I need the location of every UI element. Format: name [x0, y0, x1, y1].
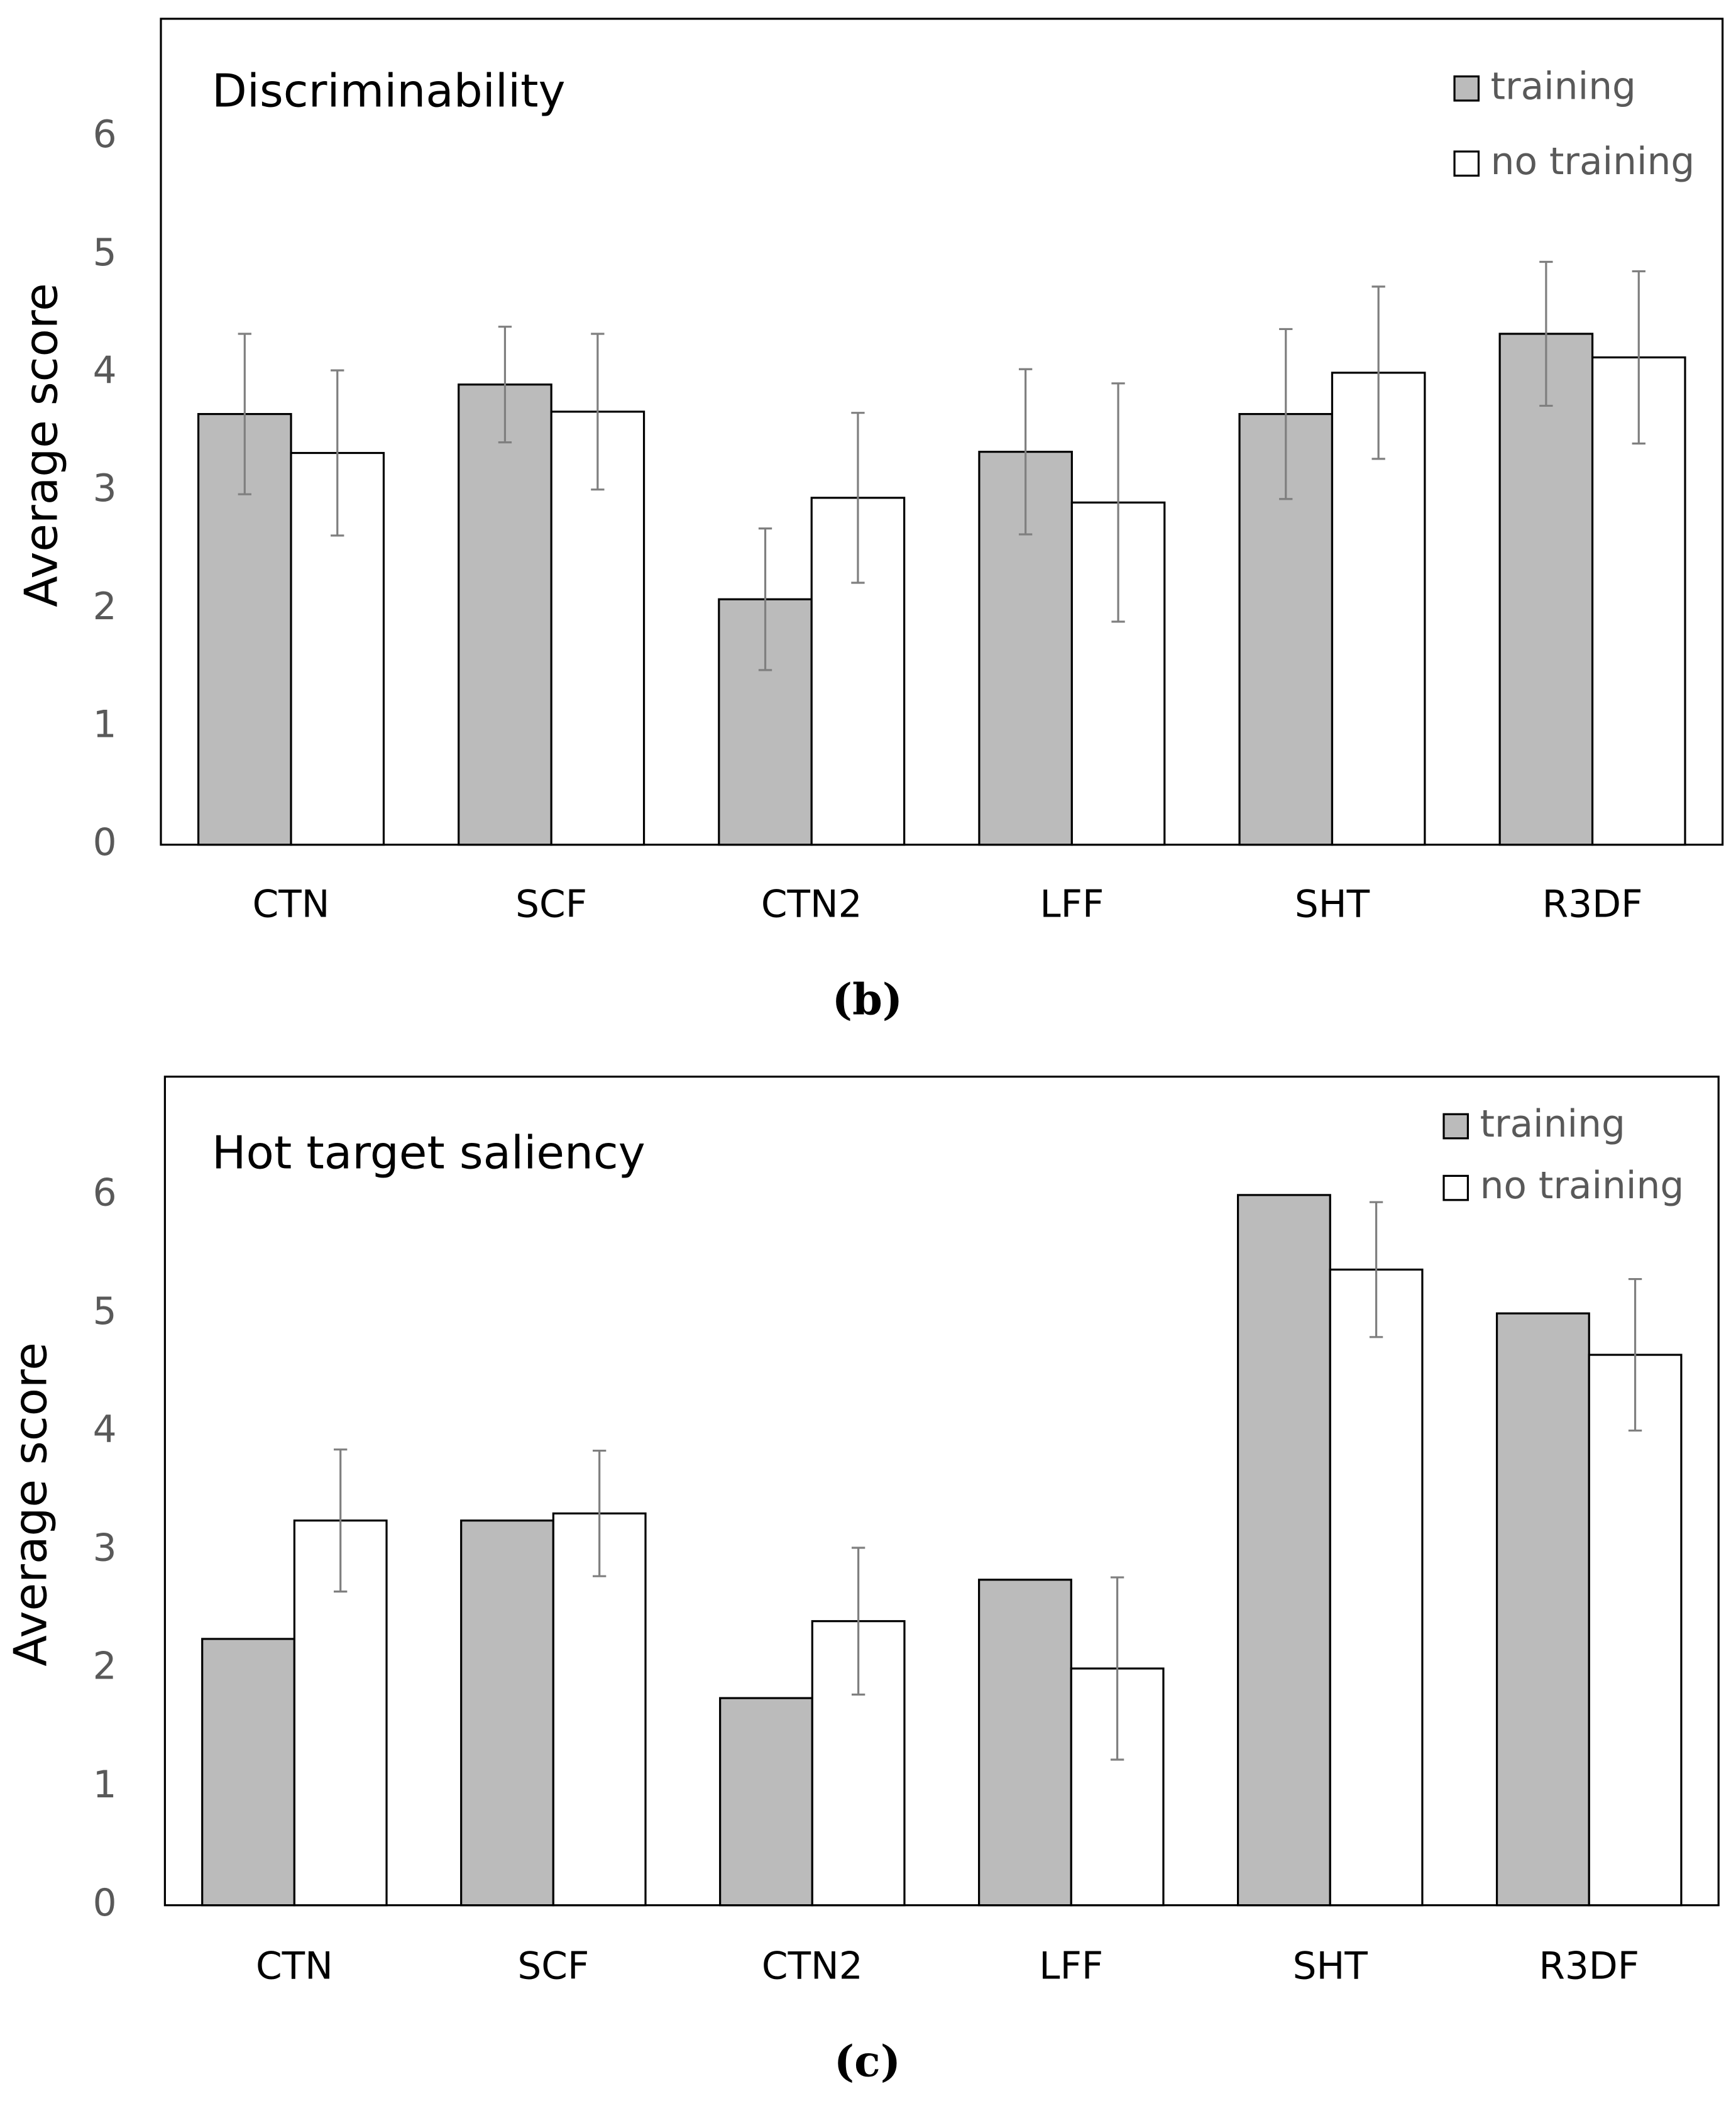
- error-bar: [1111, 382, 1125, 623]
- error-bar: [1369, 1201, 1383, 1338]
- chart-title: Discriminability: [212, 65, 565, 118]
- x-tick-label: LFF: [1039, 1944, 1103, 1988]
- y-tick-label: 6: [93, 113, 117, 157]
- error-bar: [498, 326, 512, 444]
- y-tick-label: 0: [93, 1882, 117, 1925]
- bar: [458, 383, 552, 846]
- error-bar: [851, 412, 865, 584]
- y-axis-label: Average score: [15, 283, 68, 607]
- x-tick-label: CTN2: [762, 1944, 863, 1988]
- error-bar: [1110, 1576, 1124, 1761]
- error-bar: [758, 527, 772, 671]
- bar: [1498, 333, 1594, 846]
- bar: [1329, 1268, 1424, 1907]
- legend-label: no training: [1480, 1164, 1684, 1208]
- error-bar: [238, 333, 251, 495]
- error-bar: [334, 1448, 348, 1593]
- error-bar: [1018, 368, 1033, 536]
- y-tick-label: 2: [93, 1645, 117, 1689]
- error-bar: [1279, 328, 1293, 500]
- legend-label: no training: [1491, 140, 1695, 184]
- bar: [201, 1638, 295, 1907]
- bar: [978, 1579, 1072, 1907]
- bar: [1495, 1312, 1590, 1907]
- x-tick-label: SHT: [1293, 1944, 1368, 1988]
- chart-title: Hot target saliency: [212, 1127, 646, 1179]
- x-tick-label: CTN2: [761, 883, 862, 926]
- y-tick-label: 1: [93, 703, 117, 747]
- bar: [1588, 1354, 1683, 1907]
- bar: [460, 1519, 554, 1907]
- caption: (b): [832, 974, 903, 1025]
- error-bar: [1628, 1277, 1642, 1432]
- x-tick-label: R3DF: [1542, 883, 1643, 926]
- x-tick-label: SCF: [515, 883, 587, 926]
- legend-swatch: [1453, 150, 1480, 177]
- y-tick-label: 0: [93, 821, 117, 864]
- bar: [719, 1697, 813, 1907]
- y-tick-label: 3: [93, 467, 117, 510]
- legend-label: training: [1480, 1103, 1625, 1146]
- plot-frame: [163, 1075, 1720, 1907]
- legend-swatch: [1442, 1174, 1469, 1201]
- error-bar: [851, 1547, 865, 1696]
- y-tick-label: 3: [93, 1526, 117, 1570]
- legend-swatch: [1442, 1113, 1469, 1140]
- error-bar: [1371, 285, 1385, 460]
- x-tick-label: R3DF: [1539, 1944, 1639, 1988]
- error-bar: [331, 369, 344, 537]
- error-bar: [591, 333, 605, 491]
- y-tick-label: 5: [93, 1290, 117, 1333]
- x-tick-label: SCF: [517, 1944, 589, 1988]
- x-tick-label: SHT: [1295, 883, 1370, 926]
- legend-swatch: [1453, 75, 1480, 102]
- legend-label: training: [1491, 65, 1636, 108]
- error-bar: [1539, 260, 1553, 407]
- y-tick-label: 5: [93, 231, 117, 275]
- bar: [1236, 1194, 1331, 1907]
- caption: (c): [834, 2036, 901, 2087]
- y-tick-label: 4: [93, 1408, 117, 1452]
- y-tick-label: 2: [93, 585, 117, 629]
- x-tick-label: CTN: [256, 1944, 333, 1988]
- y-axis-label: Average score: [4, 1342, 57, 1667]
- y-tick-label: 4: [93, 349, 117, 392]
- y-tick-label: 6: [93, 1171, 117, 1215]
- x-tick-label: LFF: [1040, 883, 1104, 926]
- error-bar: [593, 1449, 607, 1577]
- error-bar: [1632, 270, 1645, 445]
- y-tick-label: 1: [93, 1763, 117, 1807]
- x-tick-label: CTN: [253, 883, 330, 926]
- plot-frame: [160, 18, 1724, 846]
